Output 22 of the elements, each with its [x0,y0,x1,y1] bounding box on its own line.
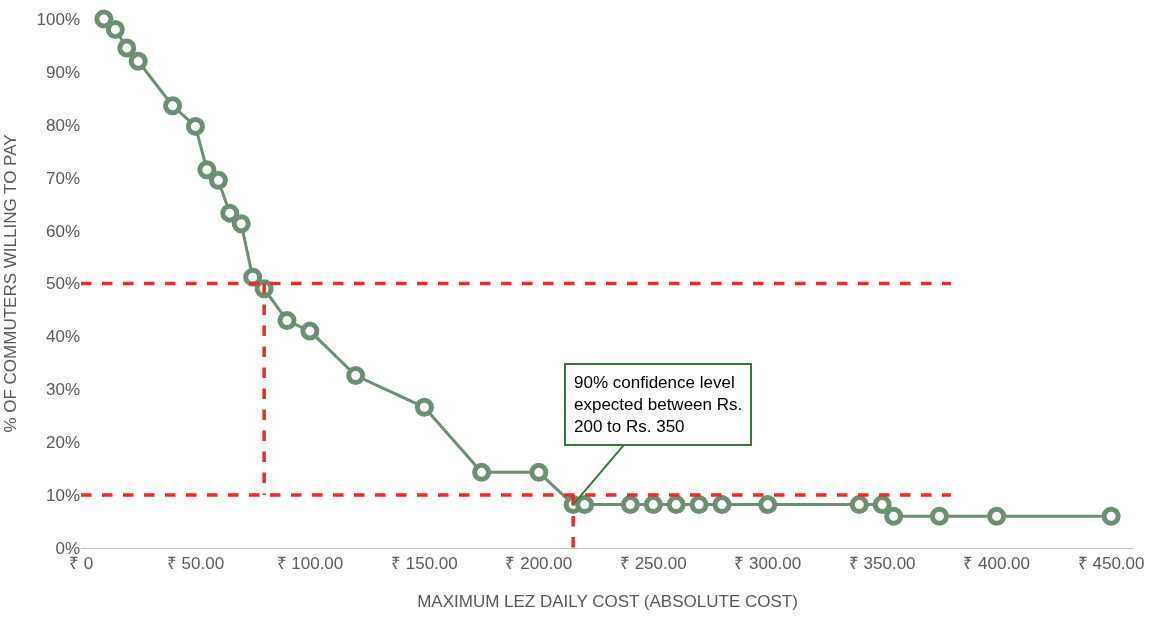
x-tick-label: ₹ 250.00 [619,554,687,574]
annotation: 90% confidence level expected between Rs. 200 to Rs. 350 [574,373,743,437]
y-tick-label: 20% [45,433,80,453]
x-tick-label: ₹ 350.00 [848,554,916,574]
y-tick-label: 80% [45,115,80,135]
x-axis-title: MAXIMUM LEZ DAILY COST (ABSOLUTE COST) [417,591,798,611]
x-tick-label: ₹ 50.00 [166,554,225,574]
y-tick-label: 50% [45,274,80,294]
x-tick-label: ₹ 300.00 [734,554,802,574]
y-tick-label: 10% [45,486,80,506]
x-tick-label: ₹ 200.00 [505,554,573,574]
x-tick-label: ₹ 150.00 [391,554,458,574]
y-tick-label: 60% [45,221,80,241]
y-tick-label: 40% [45,327,80,347]
y-tick-label: 100% [36,9,80,29]
x-tick-label: ₹ 450.00 [1077,554,1145,574]
y-tick-label: 30% [45,380,80,400]
y-tick-label: 90% [45,62,80,82]
x-tick-label: ₹ 100.00 [276,554,344,574]
y-axis-title: % OF COMMUTERS WILLING TO PAY [1,134,21,433]
x-tick-label: ₹ 400.00 [963,554,1031,574]
y-tick-label: 70% [45,168,80,188]
